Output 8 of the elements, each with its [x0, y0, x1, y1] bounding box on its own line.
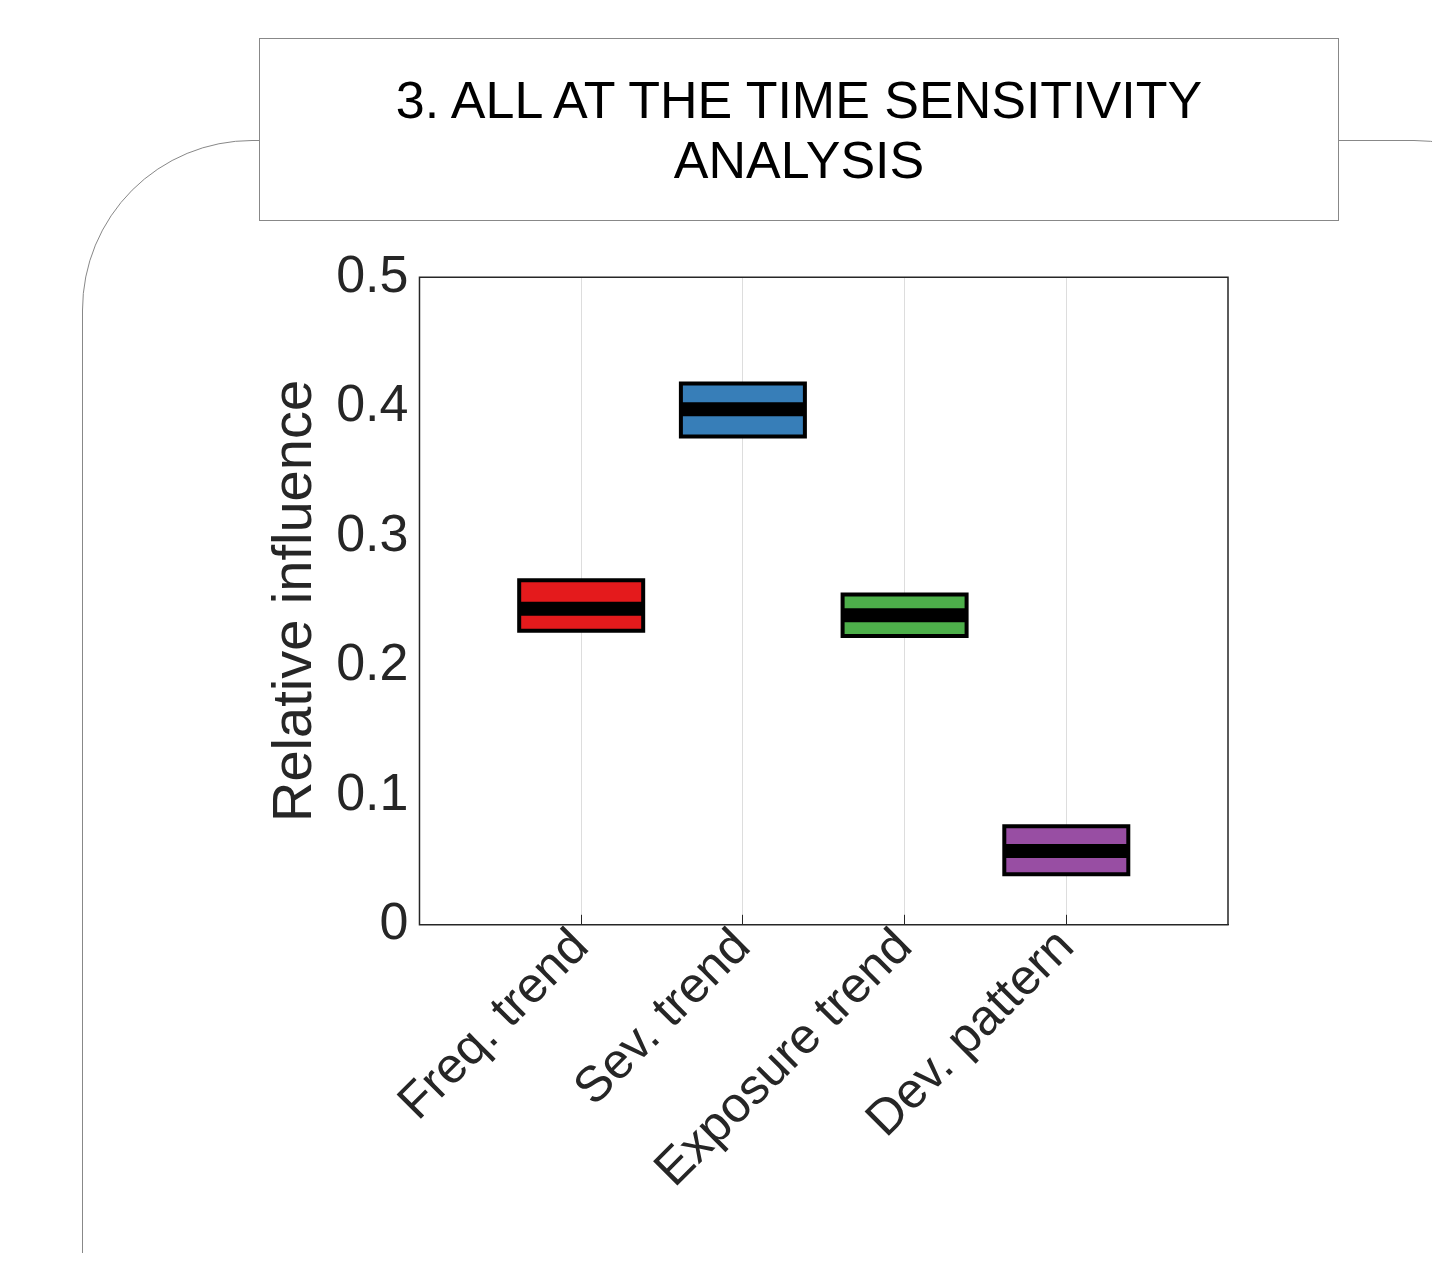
- y-tick-label: 0.2: [336, 633, 409, 692]
- chart-title: 3. ALL AT THE TIME SENSITIVITY ANALYSIS: [259, 38, 1339, 221]
- y-tick-label: 0.5: [336, 244, 409, 303]
- y-axis-title: Relative influence: [260, 379, 324, 823]
- y-tick-label: 0: [379, 892, 409, 951]
- y-tick-label: 0.3: [336, 503, 409, 562]
- y-tick-label: 0.1: [336, 762, 409, 821]
- y-tick-label: 0.4: [336, 374, 409, 433]
